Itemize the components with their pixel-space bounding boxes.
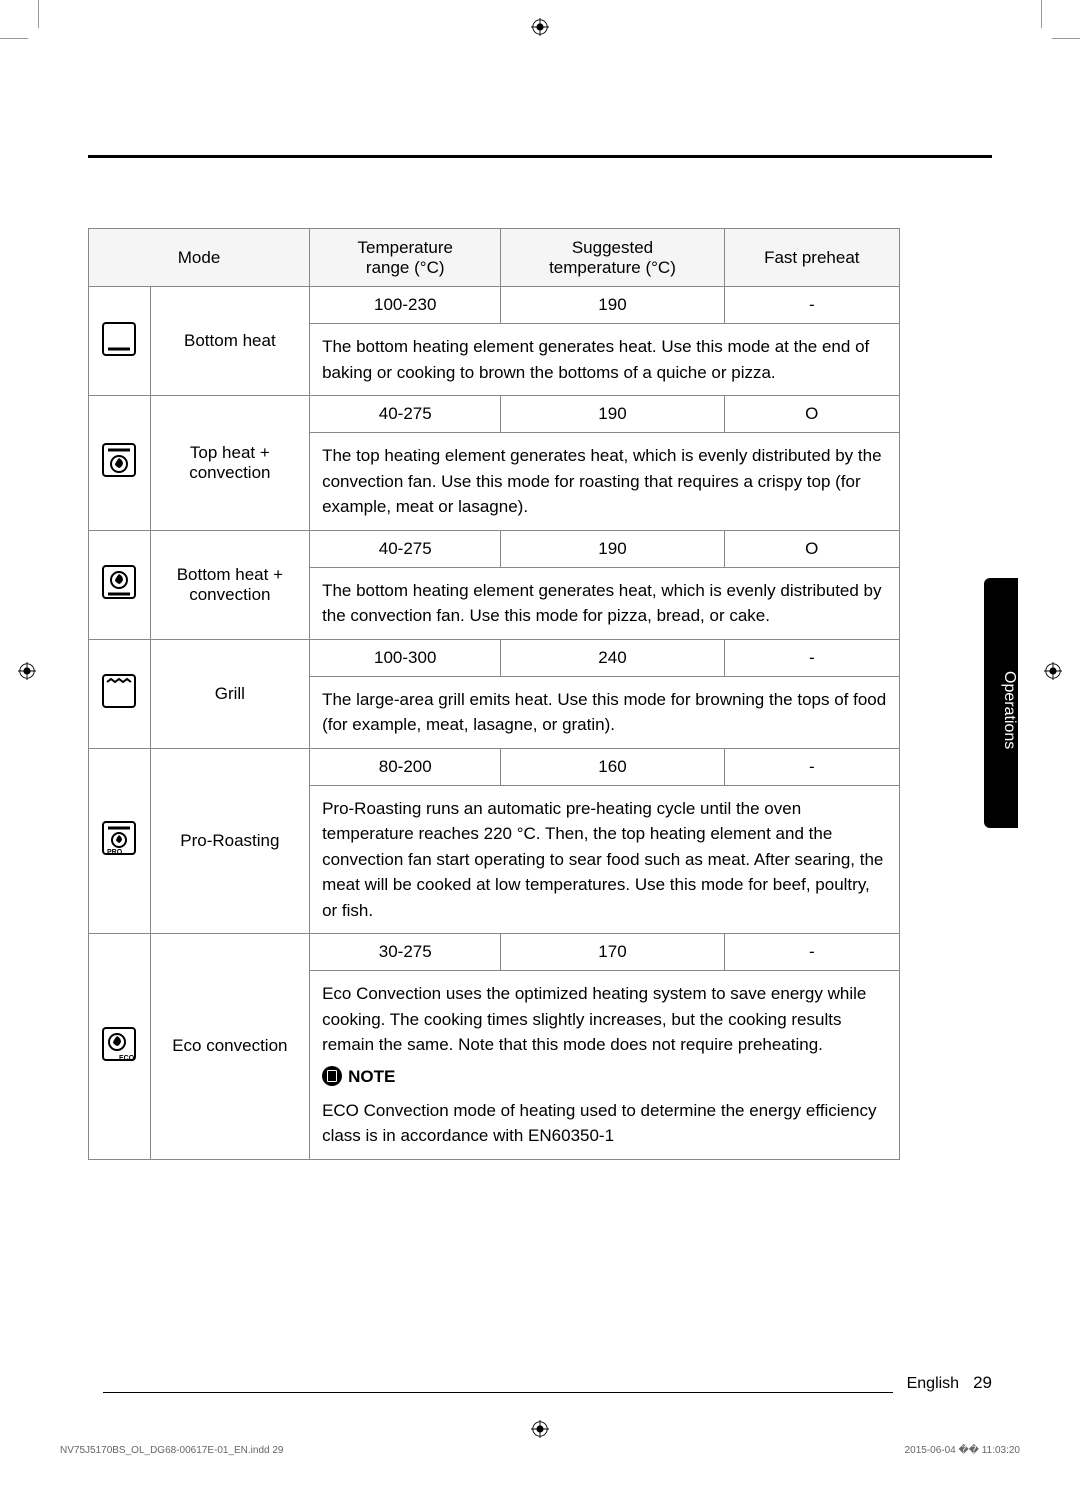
temp-range: 40-275 — [310, 396, 501, 433]
mode-icon-cell — [89, 287, 151, 396]
fast-preheat: O — [724, 530, 899, 567]
page-footer: English 29 — [88, 1373, 992, 1393]
pro-roasting-icon: PRO — [97, 816, 141, 860]
top-heat-convection-icon — [97, 438, 141, 482]
mode-description: The large-area grill emits heat. Use thi… — [310, 676, 900, 748]
mode-description: The top heating element generates heat, … — [310, 433, 900, 531]
suggested-temp: 240 — [501, 639, 724, 676]
section-tab: Operations — [984, 578, 1018, 828]
footer-rule — [103, 1392, 893, 1393]
note-text: ECO Convection mode of heating used to d… — [322, 1098, 887, 1149]
crop-line — [0, 38, 28, 39]
suggested-temp: 170 — [501, 934, 724, 971]
mode-icon-cell — [89, 396, 151, 531]
registration-mark-icon — [18, 662, 36, 680]
table-row: PRO Pro-Roasting 80-200 160 - — [89, 748, 900, 785]
fast-preheat: - — [724, 287, 899, 324]
mode-icon-cell — [89, 530, 151, 639]
table-row: Top heat + convection 40-275 190 O — [89, 396, 900, 433]
bottom-heat-icon — [97, 317, 141, 361]
note-icon — [322, 1066, 342, 1086]
svg-text:PRO: PRO — [107, 849, 123, 856]
temp-range: 30-275 — [310, 934, 501, 971]
temp-range: 100-300 — [310, 639, 501, 676]
table-row: Bottom heat 100-230 190 - — [89, 287, 900, 324]
suggested-temp: 190 — [501, 396, 724, 433]
print-metadata: NV75J5170BS_OL_DG68-00617E-01_EN.indd 29… — [60, 1445, 1020, 1456]
eco-convection-icon: ECO — [97, 1022, 141, 1066]
table-row: Bottom heat + convection 40-275 190 O — [89, 530, 900, 567]
mode-name: Pro-Roasting — [150, 748, 309, 934]
header-fast-preheat: Fast preheat — [724, 229, 899, 287]
table-row: Grill 100-300 240 - — [89, 639, 900, 676]
temp-range: 40-275 — [310, 530, 501, 567]
suggested-temp: 160 — [501, 748, 724, 785]
temp-range: 100-230 — [310, 287, 501, 324]
mode-name: Bottom heat + convection — [150, 530, 309, 639]
header-mode: Mode — [89, 229, 310, 287]
svg-text:ECO: ECO — [119, 1055, 135, 1062]
registration-mark-icon — [531, 1420, 549, 1438]
print-filename: NV75J5170BS_OL_DG68-00617E-01_EN.indd 29 — [60, 1445, 284, 1456]
page-number: 29 — [973, 1373, 992, 1393]
note-heading: NOTE — [322, 1064, 395, 1090]
bottom-heat-convection-icon — [97, 560, 141, 604]
eco-desc-text: Eco Convection uses the optimized heatin… — [322, 984, 866, 1054]
footer-language: English — [907, 1375, 959, 1393]
fast-preheat: O — [724, 396, 899, 433]
print-timestamp: 2015-06-04 �� 11:03:20 — [905, 1445, 1020, 1456]
suggested-temp: 190 — [501, 530, 724, 567]
section-rule — [88, 155, 992, 158]
table-row: ECO Eco convection 30-275 170 - — [89, 934, 900, 971]
mode-name: Bottom heat — [150, 287, 309, 396]
mode-icon-cell: ECO — [89, 934, 151, 1160]
mode-description: The bottom heating element generates hea… — [310, 324, 900, 396]
header-temp-range: Temperature range (°C) — [310, 229, 501, 287]
mode-description: The bottom heating element generates hea… — [310, 567, 900, 639]
header-suggested-temp: Suggested temperature (°C) — [501, 229, 724, 287]
mode-description: Pro-Roasting runs an automatic pre-heati… — [310, 785, 900, 934]
mode-name: Eco convection — [150, 934, 309, 1160]
mode-icon-cell — [89, 639, 151, 748]
crop-line — [1052, 38, 1080, 39]
fast-preheat: - — [724, 639, 899, 676]
registration-mark-icon — [531, 18, 549, 36]
grill-icon — [97, 669, 141, 713]
modes-table: Mode Temperature range (°C) Suggested te… — [88, 228, 900, 1160]
mode-name: Grill — [150, 639, 309, 748]
mode-name: Top heat + convection — [150, 396, 309, 531]
mode-icon-cell: PRO — [89, 748, 151, 934]
registration-mark-icon — [1044, 662, 1062, 680]
mode-description: Eco Convection uses the optimized heatin… — [310, 971, 900, 1160]
page-content: Mode Temperature range (°C) Suggested te… — [88, 155, 992, 1160]
fast-preheat: - — [724, 934, 899, 971]
suggested-temp: 190 — [501, 287, 724, 324]
fast-preheat: - — [724, 748, 899, 785]
temp-range: 80-200 — [310, 748, 501, 785]
note-label: NOTE — [348, 1064, 395, 1090]
